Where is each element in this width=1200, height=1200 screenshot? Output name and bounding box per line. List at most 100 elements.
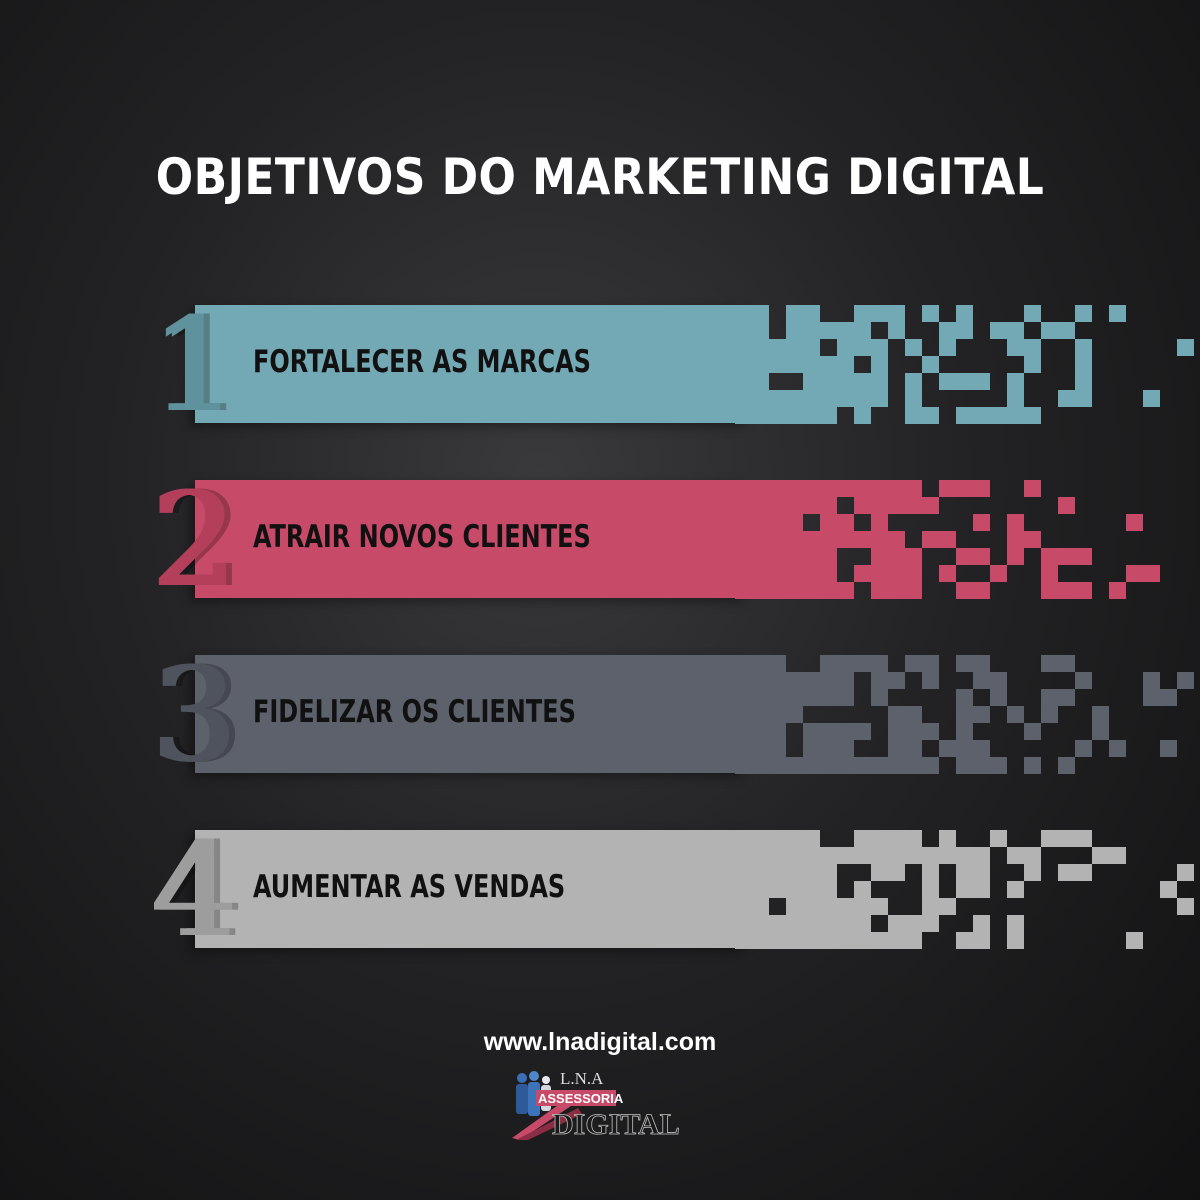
pixel-block: [939, 830, 956, 847]
pixel-block: [803, 356, 820, 373]
pixel-block: [786, 305, 803, 322]
pixel-block: [803, 830, 820, 847]
pixel-block: [939, 480, 956, 497]
pixel-block: [1075, 582, 1092, 599]
pixel-block: [854, 830, 871, 847]
pixel-block: [752, 864, 769, 881]
pixel-block: [735, 655, 752, 672]
pixel-block: [752, 531, 769, 548]
pixel-block: [820, 356, 837, 373]
pixel-block: [769, 531, 786, 548]
pixel-block: [752, 655, 769, 672]
pixel-block: [735, 723, 752, 740]
pixel-block: [769, 757, 786, 774]
pixel-block: [922, 847, 939, 864]
pixel-block: [752, 373, 769, 390]
pixel-block: [803, 407, 820, 424]
pixel-block: [939, 898, 956, 915]
pixel-block: [837, 932, 854, 949]
objective-item-1: 1 FORTALECER AS MARCAS: [150, 290, 1194, 440]
pixel-block: [905, 339, 922, 356]
pixel-block: [905, 655, 922, 672]
pixel-block: [735, 565, 752, 582]
pixel-block: [786, 497, 803, 514]
pixel-block: [871, 373, 888, 390]
pixel-block: [854, 898, 871, 915]
pixel-block: [1024, 356, 1041, 373]
pixel-block: [837, 915, 854, 932]
objective-bar: [195, 830, 750, 948]
pixel-block: [871, 497, 888, 514]
pixel-block: [888, 480, 905, 497]
pixel-block: [735, 757, 752, 774]
pixel-block: [786, 356, 803, 373]
pixel-block: [1092, 847, 1109, 864]
pixel-block: [1024, 723, 1041, 740]
pixel-block: [1075, 390, 1092, 407]
pixel-block: [1126, 565, 1143, 582]
pixel-block: [803, 723, 820, 740]
pixel-block: [905, 740, 922, 757]
pixel-block: [888, 847, 905, 864]
pixel-block: [871, 339, 888, 356]
pixel-block: [1177, 672, 1194, 689]
pixel-block: [752, 356, 769, 373]
pixel-block: [854, 339, 871, 356]
pixel-block: [1041, 548, 1058, 565]
pixel-block: [769, 881, 786, 898]
pixel-block: [905, 390, 922, 407]
pixel-block: [820, 548, 837, 565]
pixel-block: [769, 565, 786, 582]
pixel-block: [973, 407, 990, 424]
pixel-block: [922, 898, 939, 915]
pixel-block: [735, 706, 752, 723]
objective-bar: [195, 655, 750, 773]
pixel-block: [1007, 847, 1024, 864]
pixel-block: [820, 390, 837, 407]
pixel-block: [837, 339, 854, 356]
pixel-block: [922, 757, 939, 774]
objective-label: ATRAIR NOVOS CLIENTES: [253, 519, 591, 555]
pixel-block: [786, 531, 803, 548]
pixel-block: [1058, 497, 1075, 514]
pixel-block: [752, 932, 769, 949]
pixel-block: [871, 864, 888, 881]
pixel-block: [735, 548, 752, 565]
logo-text-lna: L.N.A: [560, 1069, 604, 1088]
pixel-block: [1007, 706, 1024, 723]
pixel-block: [1058, 322, 1075, 339]
pixel-block: [786, 582, 803, 599]
pixel-block: [1007, 322, 1024, 339]
objective-label: FORTALECER AS MARCAS: [253, 344, 591, 380]
pixel-block: [1058, 689, 1075, 706]
pixel-block: [854, 565, 871, 582]
pixel-block: [905, 932, 922, 949]
pixel-block: [769, 864, 786, 881]
pixel-block: [735, 480, 752, 497]
pixel-block: [1007, 339, 1024, 356]
pixel-block: [905, 582, 922, 599]
pixel-block: [837, 655, 854, 672]
pixel-block: [803, 497, 820, 514]
pixel-block: [956, 757, 973, 774]
pixel-block: [820, 847, 837, 864]
pixel-block: [956, 407, 973, 424]
pixel-block: [922, 672, 939, 689]
pixel-block: [803, 915, 820, 932]
objective-label: FIDELIZAR OS CLIENTES: [253, 694, 576, 730]
pixel-block: [769, 548, 786, 565]
pixel-block: [1007, 881, 1024, 898]
pixel-block: [820, 915, 837, 932]
pixel-block: [854, 373, 871, 390]
pixel-block: [786, 565, 803, 582]
pixel-block: [939, 740, 956, 757]
pixel-block: [888, 915, 905, 932]
pixel-block: [854, 480, 871, 497]
pixel-block: [803, 672, 820, 689]
pixel-block: [905, 723, 922, 740]
pixel-block: [786, 830, 803, 847]
pixel-block: [1177, 898, 1194, 915]
pixel-block: [820, 723, 837, 740]
pixel-block: [769, 932, 786, 949]
pixel-block: [752, 915, 769, 932]
